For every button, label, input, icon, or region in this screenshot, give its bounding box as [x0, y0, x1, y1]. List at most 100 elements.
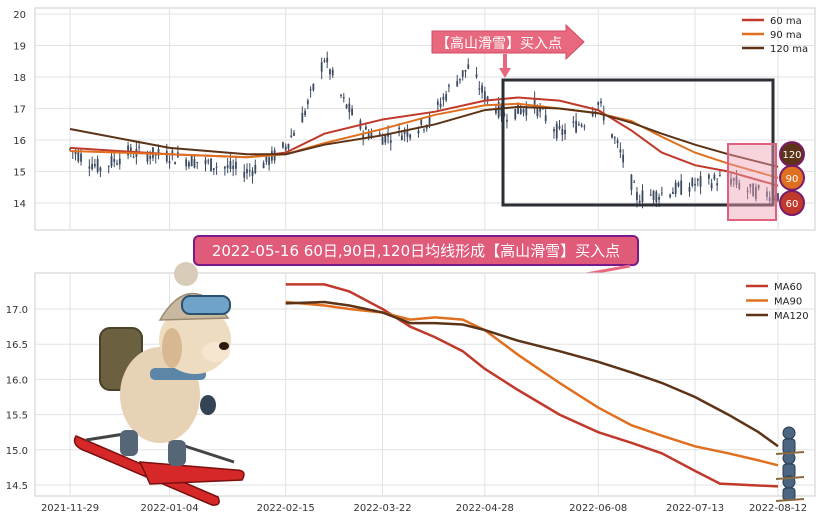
candle-body [284, 146, 287, 151]
candle-body [746, 190, 749, 192]
bottom-y-tick-label: 14.5 [6, 481, 28, 492]
annotation-pointer-head [499, 68, 511, 78]
bottom-y-tick-label: 16.0 [6, 375, 28, 386]
candle-body [461, 70, 464, 77]
candle-body [630, 174, 633, 191]
candle-body [732, 178, 735, 181]
legend-label: MA60 [774, 282, 802, 293]
candle-body [149, 155, 152, 159]
candle-body [738, 183, 741, 189]
candle-body [439, 103, 442, 108]
candle-body [533, 98, 536, 109]
candle-body [766, 191, 768, 197]
candle-body [223, 166, 226, 169]
candle-body [381, 137, 384, 145]
top-ma-line-90ma [69, 102, 779, 179]
candle-body [88, 166, 91, 169]
bottom-y-tick-label: 16.5 [6, 340, 28, 351]
candle-body [196, 162, 199, 164]
candle-body [555, 123, 558, 139]
candle-body [602, 112, 605, 121]
candle-body [254, 164, 257, 173]
candle-body [326, 57, 329, 63]
candle-body [691, 178, 694, 186]
candle-body [495, 108, 497, 114]
candle-body [669, 194, 672, 198]
candle-body [752, 183, 755, 197]
candle-body [248, 170, 251, 172]
candle-body [406, 129, 409, 137]
annotation-callout: 【高山滑雪】买入点 [431, 23, 585, 78]
candle-body [777, 193, 779, 201]
candle-body [168, 161, 171, 164]
candle-body [730, 178, 732, 185]
bottom-x-tick-label: 2021-11-29 [41, 503, 99, 514]
candle-body [680, 180, 683, 195]
candle-body [251, 170, 254, 176]
candle-body [616, 140, 619, 143]
bottom-legend: MA60 MA90 MA120 [746, 282, 809, 322]
candle-body [80, 153, 82, 162]
candle-body [312, 83, 315, 91]
candle-body [619, 149, 622, 153]
candle-body [365, 126, 367, 130]
candle-body [525, 106, 528, 116]
buy-zone-box [501, 78, 775, 207]
candle-body [757, 185, 760, 189]
candle-body [409, 134, 412, 139]
candle-body [290, 135, 293, 138]
candle-body [99, 167, 102, 172]
candle-body [688, 186, 691, 192]
candle-body [536, 105, 539, 117]
candle-body [329, 69, 331, 75]
candle-body [652, 190, 655, 200]
candle-body [613, 137, 616, 139]
candle-body [306, 100, 309, 105]
candle-body [553, 129, 555, 132]
top-legend: 60 ma 90 ma 120 ma [742, 16, 808, 55]
candle-body [464, 69, 467, 72]
candle-body [171, 150, 174, 154]
candle-body [226, 165, 229, 168]
candle-body [735, 176, 738, 185]
candle-body [423, 129, 425, 131]
candle-body [660, 192, 663, 194]
bottom-ma-line-ma60 [285, 283, 779, 488]
candle-body [577, 124, 580, 126]
candle-body [638, 200, 641, 203]
candle-body [188, 162, 190, 167]
candle-body [649, 194, 652, 196]
candle-body [367, 132, 370, 138]
candle-body [212, 168, 215, 171]
candle-body [517, 102, 519, 114]
candle-body [69, 148, 71, 150]
candle-body [146, 153, 149, 162]
bottom-x-tick-label: 2022-06-08 [569, 503, 627, 514]
candle-body [400, 135, 403, 141]
candle-body [475, 74, 478, 78]
candle-body [600, 101, 602, 104]
candle-body [118, 158, 121, 165]
top-y-tick-label: 14 [13, 199, 26, 210]
candle-body [719, 175, 721, 177]
candle-body [93, 164, 96, 167]
candle-body [193, 159, 196, 168]
candle-body [641, 190, 644, 202]
candle-body [174, 162, 176, 165]
candle-body [522, 109, 525, 113]
bottom-x-ticks: 2021-11-29 2022-01-04 2022-02-15 2022-03-22… [41, 503, 807, 514]
top-ma-lines [69, 96, 779, 187]
candle-body [674, 182, 677, 194]
candle-body [580, 124, 583, 127]
candle-body [204, 159, 207, 165]
candle-body [304, 111, 306, 116]
candle-body [591, 112, 594, 116]
end-marker-label: 90 [786, 174, 799, 185]
top-panel: 14 15 16 17 18 19 20 120 90 60 【高山滑雪】买入点 60 ma 90… [13, 7, 816, 231]
candle-body [165, 150, 168, 162]
candle-body [699, 176, 702, 187]
candle-body [127, 145, 129, 156]
candle-body [696, 178, 699, 181]
bottom-x-tick-label: 2022-03-22 [353, 503, 411, 514]
legend-label: 90 ma [770, 30, 802, 41]
